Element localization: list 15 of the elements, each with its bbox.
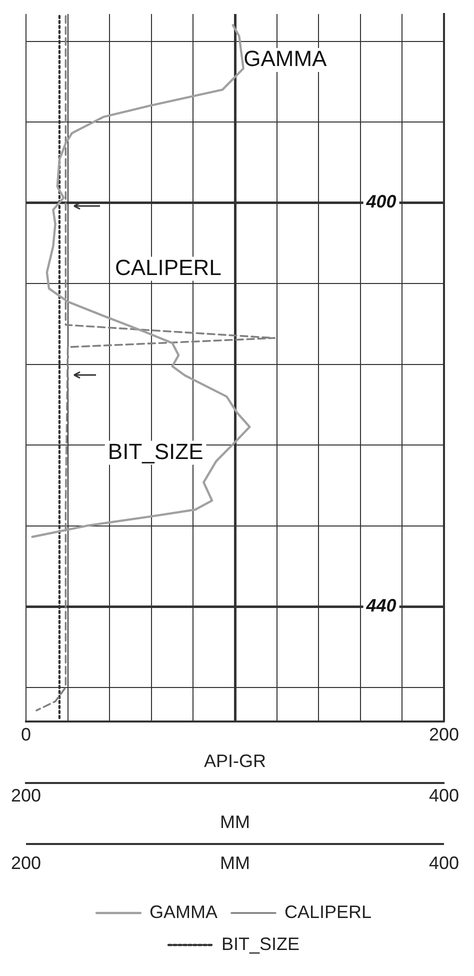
legend-label: BIT_SIZE xyxy=(221,934,300,954)
text: 400 xyxy=(428,852,460,873)
text: 200 xyxy=(10,852,42,873)
y-tick-label: 440 xyxy=(365,595,396,616)
legend-label: GAMMA xyxy=(149,902,218,922)
x-axis-title: API-GR xyxy=(204,750,266,771)
x2-tick-label: 200 xyxy=(10,786,42,806)
legend-label: CALIPERL xyxy=(284,902,372,922)
text: GAMMA xyxy=(244,46,327,72)
x2-tick-label: 400 xyxy=(428,786,460,806)
text: BIT_SIZE xyxy=(108,438,204,464)
x-tick-label: 0 xyxy=(21,724,32,744)
x2-axis-title: MM xyxy=(220,812,250,832)
text: CALIPERL xyxy=(114,254,222,280)
text: MM xyxy=(220,852,250,873)
